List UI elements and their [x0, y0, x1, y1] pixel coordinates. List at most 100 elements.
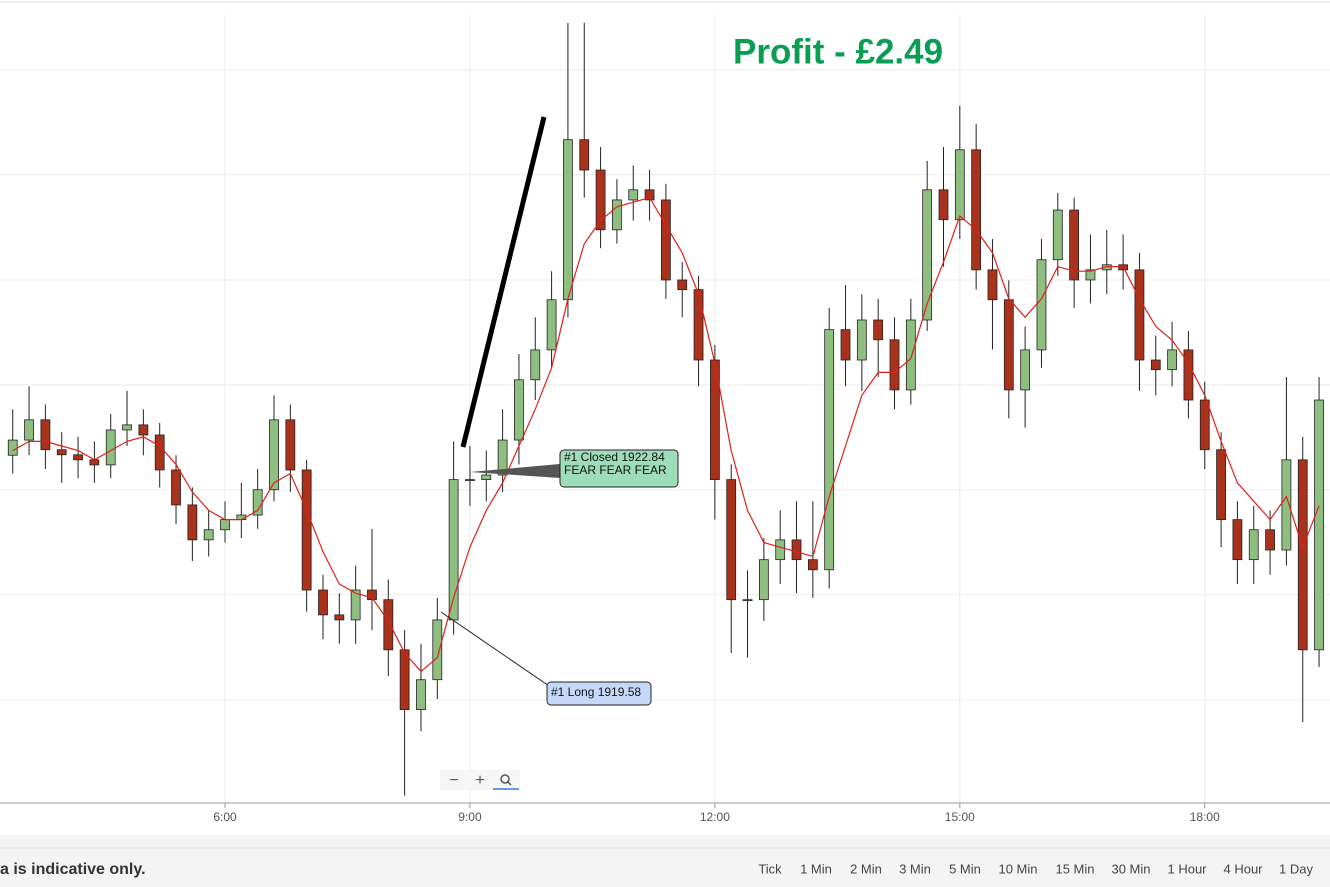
- candle-body: [1134, 269, 1145, 361]
- candle-body: [105, 429, 116, 466]
- candle-body: [758, 559, 769, 601]
- candle-body: [285, 419, 296, 471]
- candle-body: [1069, 209, 1080, 281]
- timeframe-button[interactable]: 10 Min: [998, 861, 1037, 876]
- candle-body: [922, 189, 933, 321]
- candle-body: [89, 459, 100, 466]
- zoom-bg: [440, 770, 520, 790]
- candle-body: [1297, 459, 1308, 651]
- candle-body: [807, 559, 818, 571]
- candle-body: [350, 589, 361, 621]
- candle-body: [693, 289, 704, 361]
- long-pointer: [440, 611, 553, 689]
- x-tick-label: 12:00: [700, 810, 730, 824]
- zoom-in[interactable]: +: [475, 772, 484, 789]
- candle-body: [775, 539, 786, 561]
- candle-body: [334, 614, 345, 621]
- zoom-out[interactable]: −: [449, 772, 458, 789]
- candle-body: [432, 619, 443, 681]
- candle-body: [677, 279, 688, 291]
- candle-body: [203, 529, 214, 541]
- candle-body: [840, 329, 851, 361]
- closed-box: [559, 449, 679, 488]
- candle-body: [644, 189, 655, 201]
- timeframe-button[interactable]: 2 Min: [850, 861, 882, 876]
- zoom-reset[interactable]: [500, 774, 510, 784]
- timeframe-button[interactable]: 3 Min: [899, 861, 931, 876]
- candle-body: [889, 339, 900, 391]
- timeframe-button[interactable]: 1 Min: [800, 861, 832, 876]
- candle-body: [873, 319, 884, 341]
- candle-body: [220, 519, 230, 531]
- candle-body: [612, 199, 622, 231]
- footer-bar: [0, 835, 1330, 887]
- candle-body: [40, 419, 51, 451]
- candle-body: [1232, 519, 1243, 561]
- candle-body: [73, 454, 83, 461]
- candle-body: [661, 199, 671, 281]
- timeframe-button[interactable]: 30 Min: [1111, 861, 1150, 876]
- candle-body: [595, 169, 606, 231]
- zoom-controls: − +: [440, 770, 520, 790]
- candle-body: [579, 139, 590, 171]
- candle-body: [628, 189, 639, 201]
- closed-note: FEAR FEAR FEAR: [564, 463, 667, 477]
- candle-body: [1003, 299, 1014, 391]
- candle-body: [1085, 269, 1096, 281]
- candle-body: [563, 139, 573, 301]
- candle-body: [954, 149, 965, 221]
- long-box: [546, 681, 652, 706]
- candle-body: [938, 189, 949, 221]
- candle-body: [1216, 449, 1226, 521]
- x-tick-label: 9:00: [458, 810, 482, 824]
- candle-body: [301, 469, 312, 591]
- candle-body: [1314, 399, 1324, 651]
- timeframe-button[interactable]: Tick: [758, 861, 782, 876]
- timeframe-button[interactable]: 4 Hour: [1223, 861, 1263, 876]
- candle-body: [530, 349, 541, 381]
- profit-label: Profit - £2.49: [733, 32, 943, 71]
- x-tick-label: 18:00: [1190, 810, 1220, 824]
- candle-body: [481, 474, 492, 481]
- candle-body: [24, 419, 34, 441]
- x-tick-label: 6:00: [213, 810, 237, 824]
- candle-body: [726, 479, 737, 601]
- candle-body: [824, 329, 835, 571]
- candle-body: [7, 439, 18, 456]
- candle-body: [1248, 529, 1259, 561]
- candle-body: [546, 299, 557, 351]
- candle-body: [171, 469, 181, 506]
- candle-body: [1052, 209, 1063, 261]
- candle-body: [448, 479, 459, 621]
- timeframe-button[interactable]: 1 Hour: [1167, 861, 1207, 876]
- long-label: #1 Long 1919.58: [551, 685, 641, 699]
- candle-body: [1150, 359, 1161, 371]
- x-tick-label: 15:00: [945, 810, 975, 824]
- candle-body: [269, 419, 279, 491]
- timeframe-button[interactable]: 5 Min: [949, 861, 981, 876]
- candle-body: [514, 379, 524, 441]
- zoom-reset-handle: [507, 781, 512, 786]
- timeframe-button[interactable]: 15 Min: [1055, 861, 1094, 876]
- candle-body: [1020, 349, 1031, 391]
- candle-body: [791, 539, 802, 561]
- candle-body: [987, 269, 998, 301]
- candle-body: [56, 449, 67, 456]
- trend-drawing: [460, 116, 547, 448]
- footer-note: a is indicative only.: [0, 861, 146, 878]
- candle-body: [497, 439, 508, 476]
- candle-body: [154, 434, 165, 471]
- candle-body: [416, 679, 426, 711]
- candle-body: [318, 589, 328, 616]
- candle-body: [1265, 529, 1275, 551]
- closed-label: #1 Closed 1922.84: [564, 450, 665, 464]
- candle-body: [1036, 259, 1047, 351]
- candle-body: [122, 424, 132, 431]
- candle-body: [383, 599, 394, 651]
- candle-body: [1183, 349, 1194, 401]
- candle-body: [1199, 399, 1210, 451]
- candle-body: [465, 479, 475, 482]
- candle-body: [971, 149, 982, 271]
- timeframe-button[interactable]: 1 Day: [1279, 861, 1313, 876]
